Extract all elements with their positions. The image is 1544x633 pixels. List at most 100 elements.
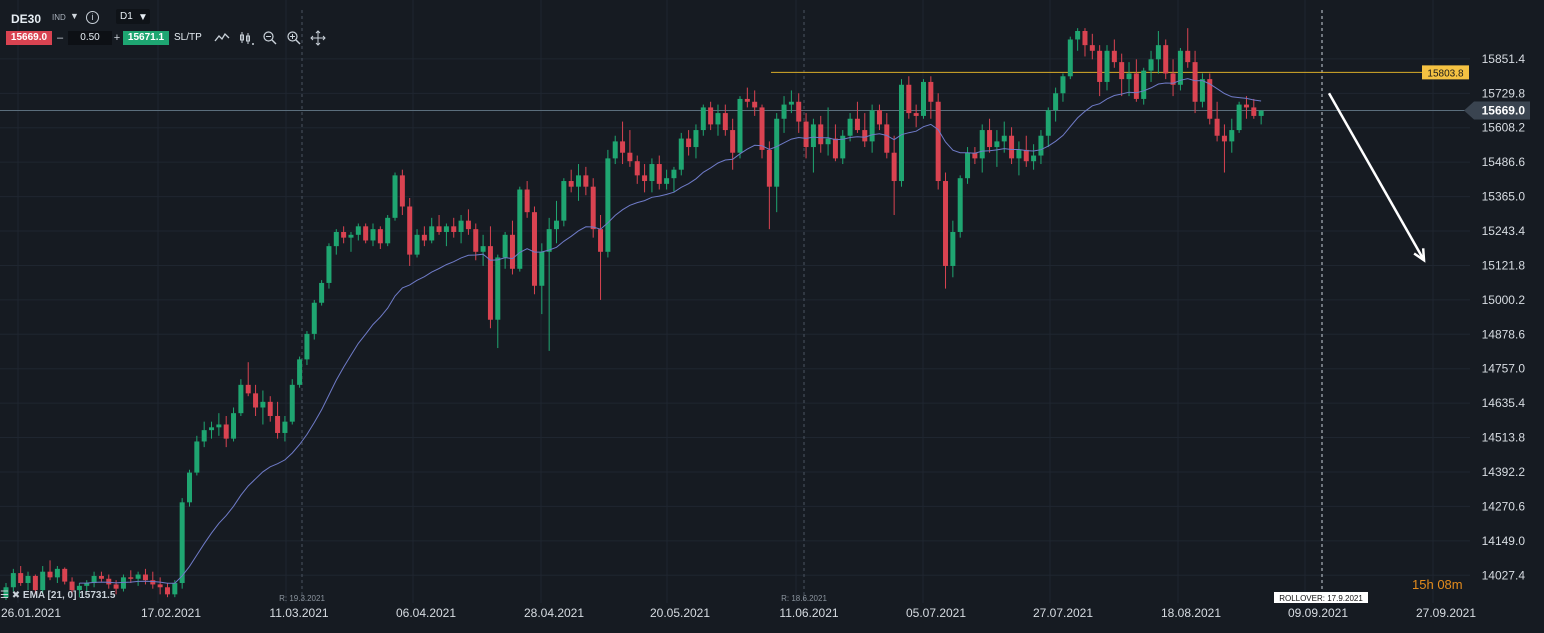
candle-up xyxy=(1038,135,1044,156)
candle-up xyxy=(135,574,141,579)
timer-minutes: 08m xyxy=(1437,577,1463,592)
candle-up xyxy=(84,583,90,586)
candle-up xyxy=(664,178,670,184)
candle-up xyxy=(1148,59,1154,71)
candle-up xyxy=(979,130,985,159)
resistance-price-tag xyxy=(1422,65,1469,80)
candle-up xyxy=(282,421,288,433)
candle-down xyxy=(906,84,912,114)
candle-down xyxy=(891,152,897,182)
candle-down xyxy=(164,587,170,595)
candle-up xyxy=(546,229,552,252)
candle-down xyxy=(1119,62,1125,80)
candle-up xyxy=(517,189,523,269)
candle-up xyxy=(480,246,486,252)
candle-up xyxy=(289,384,295,422)
candle-up xyxy=(311,302,317,334)
candle-down xyxy=(708,107,714,125)
candle-up xyxy=(774,118,780,187)
candle-down xyxy=(935,101,941,182)
x-tick-label: 11.03.2021 xyxy=(269,606,328,620)
y-tick-label: 15000.2 xyxy=(1482,293,1526,307)
x-tick-label: 05.07.2021 xyxy=(906,606,966,620)
sltp-button[interactable]: SL/TP xyxy=(174,32,202,43)
candle-up xyxy=(825,138,831,145)
candle-up xyxy=(1067,39,1073,77)
increase-volume-button[interactable]: + xyxy=(113,32,121,44)
candle-down xyxy=(32,575,38,591)
candle-down xyxy=(113,584,119,589)
candle-down xyxy=(972,152,978,159)
chart-type-icon[interactable] xyxy=(214,30,230,46)
candle-up xyxy=(965,152,971,179)
symbol-name[interactable]: DE30 xyxy=(11,12,42,26)
candle-down xyxy=(1133,73,1139,99)
candle-up xyxy=(1229,130,1235,142)
candle-down xyxy=(245,384,251,394)
candle-up xyxy=(1001,135,1007,142)
x-tick-label: 18.08.2021 xyxy=(1161,606,1221,620)
resistance-price-label: 15803.8 xyxy=(1427,68,1464,79)
grid-lines xyxy=(0,0,1470,603)
candle-down xyxy=(421,234,427,241)
candle-up xyxy=(869,110,875,142)
candle-down xyxy=(1082,30,1088,46)
arrow-head xyxy=(1413,248,1426,263)
candle-down xyxy=(583,175,589,187)
candle-down xyxy=(150,580,156,585)
candle-up xyxy=(304,333,310,360)
candle-down xyxy=(1192,62,1198,102)
list-icon[interactable]: ☰ xyxy=(0,590,9,601)
candle-down xyxy=(407,206,413,255)
candle-up xyxy=(1236,104,1242,131)
decrease-volume-button[interactable]: – xyxy=(56,32,64,44)
candle-down xyxy=(854,118,860,131)
candle-down xyxy=(487,246,493,320)
crosshair-move-icon[interactable] xyxy=(310,30,326,46)
info-icon[interactable]: i xyxy=(86,11,99,24)
vertical-markers: R: 19.3.2021 R: 18.6.2021 ROLLOVER: 17.9.2… xyxy=(279,10,1368,603)
zoom-in-icon[interactable] xyxy=(286,30,302,46)
y-tick-label: 15486.6 xyxy=(1482,155,1526,169)
x-tick-label: 09.09.2021 xyxy=(1288,606,1348,620)
buy-button[interactable]: 15671.1 xyxy=(123,31,169,45)
candle-down xyxy=(377,229,383,244)
candle-down xyxy=(752,101,758,108)
close-icon[interactable]: ✖ xyxy=(11,590,21,601)
candle-up xyxy=(700,107,706,131)
candle-down xyxy=(987,130,993,148)
marker-label-bg xyxy=(1274,592,1368,603)
candle-down xyxy=(884,124,890,153)
candle-down xyxy=(1243,104,1249,108)
y-tick-label: 15608.2 xyxy=(1482,121,1526,135)
candle-up xyxy=(91,575,97,584)
bar-style-icon[interactable] xyxy=(239,30,255,46)
candle-down xyxy=(766,149,772,187)
zoom-out-icon[interactable] xyxy=(262,30,278,46)
candle-down xyxy=(862,130,868,142)
candle-down xyxy=(1251,107,1257,116)
candle-up xyxy=(502,234,508,258)
candle-down xyxy=(568,181,574,187)
candle-down xyxy=(18,573,24,584)
candle-up xyxy=(333,231,339,247)
sell-button[interactable]: 15669.0 xyxy=(6,31,52,45)
candle-down xyxy=(598,229,604,252)
spread-display: 0.50 xyxy=(68,31,112,45)
symbol-caret-icon[interactable]: ▼ xyxy=(70,11,79,21)
candle-up xyxy=(392,175,398,218)
candle-up xyxy=(1016,149,1022,159)
timeframe-select[interactable]: D1 ▼ xyxy=(116,9,150,24)
candle-up xyxy=(238,384,244,414)
candle-down xyxy=(62,568,68,582)
x-tick-label: 27.09.2021 xyxy=(1416,606,1476,620)
candle-down xyxy=(1170,73,1176,85)
down-arrow-annotation xyxy=(1327,92,1426,263)
y-tick-label: 14392.2 xyxy=(1482,465,1526,479)
marker-label: R: 19.3.2021 xyxy=(279,594,325,603)
candle-up xyxy=(1258,110,1264,116)
candle-up xyxy=(326,246,332,283)
candle-down xyxy=(803,121,809,148)
candle-down xyxy=(128,577,134,579)
